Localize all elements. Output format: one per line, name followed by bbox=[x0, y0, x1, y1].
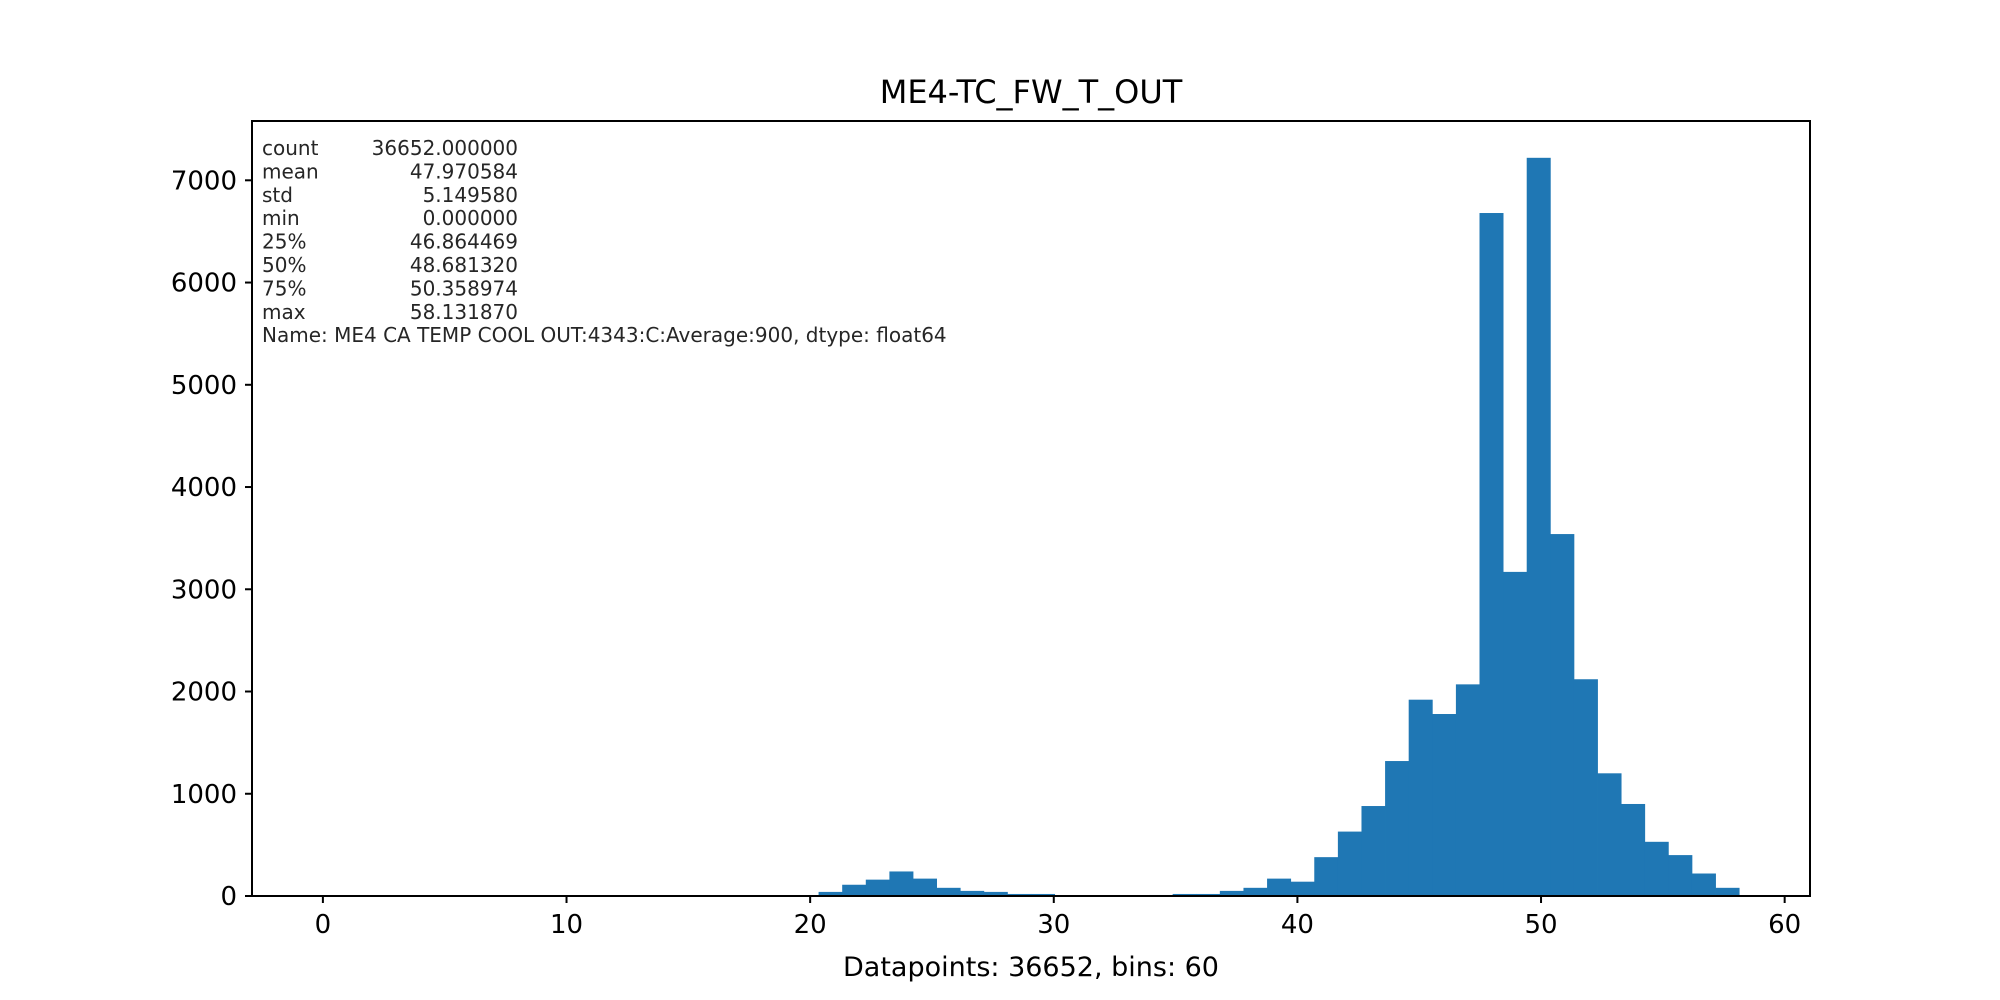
stats-key: max bbox=[262, 300, 306, 324]
histogram-bar bbox=[1219, 890, 1244, 896]
stats-key: mean bbox=[262, 159, 319, 183]
histogram-bar bbox=[1455, 684, 1480, 896]
histogram-bar bbox=[1621, 803, 1646, 896]
histogram-bar bbox=[1172, 893, 1197, 896]
stats-key: 25% bbox=[262, 230, 306, 254]
stats-value: 58.131870 bbox=[410, 300, 518, 324]
histogram-bar bbox=[1385, 761, 1410, 896]
histogram-bar bbox=[1007, 893, 1032, 896]
histogram-bar bbox=[1031, 893, 1056, 896]
stats-value: 5.149580 bbox=[423, 183, 518, 207]
histogram-bar bbox=[1526, 157, 1551, 896]
y-tick-label: 3000 bbox=[171, 575, 237, 605]
histogram-bar bbox=[889, 871, 914, 896]
histogram-bar bbox=[1479, 213, 1504, 896]
histogram-bars bbox=[818, 157, 1740, 896]
histogram-bar bbox=[1503, 571, 1528, 896]
stats-key: 75% bbox=[262, 276, 306, 300]
stats-key: count bbox=[262, 136, 319, 160]
x-tick-label: 0 bbox=[315, 910, 332, 940]
histogram-bar bbox=[1290, 881, 1315, 896]
histogram-bar bbox=[1573, 679, 1598, 896]
x-tick-label: 30 bbox=[1037, 910, 1070, 940]
stats-summary: count 36652.000000 mean 47.970584 std 5.14958… bbox=[262, 136, 947, 347]
histogram-bar bbox=[1550, 534, 1575, 896]
chart-title: ME4-TC_FW_T_OUT bbox=[880, 73, 1183, 111]
y-tick-label: 4000 bbox=[171, 473, 237, 503]
stats-value: 48.681320 bbox=[410, 253, 518, 277]
histogram-bar bbox=[960, 890, 985, 896]
histogram-bar bbox=[1314, 857, 1339, 896]
histogram-bar bbox=[1196, 893, 1221, 896]
stats-value: 46.864469 bbox=[410, 230, 518, 254]
histogram-bar bbox=[1337, 831, 1362, 896]
y-tick-label: 5000 bbox=[171, 371, 237, 401]
x-tick-label: 40 bbox=[1281, 910, 1314, 940]
histogram-bar bbox=[983, 891, 1008, 896]
y-tick-label: 1000 bbox=[171, 780, 237, 810]
y-tick-label: 7000 bbox=[171, 166, 237, 196]
stats-key: min bbox=[262, 206, 300, 230]
histogram-bar bbox=[1267, 878, 1292, 896]
stats-value: 50.358974 bbox=[410, 276, 518, 300]
histogram-bar bbox=[1243, 887, 1268, 896]
histogram-bar bbox=[1715, 887, 1740, 896]
plot-frame bbox=[251, 120, 1811, 897]
histogram-bar bbox=[936, 887, 961, 896]
x-axis-label: Datapoints: 36652, bins: 60 bbox=[843, 952, 1219, 983]
histogram-bar bbox=[1668, 855, 1693, 896]
stats-footer: Name: ME4 CA TEMP COOL OUT:4343:C:Averag… bbox=[262, 323, 947, 347]
x-tick-label: 20 bbox=[794, 910, 827, 940]
histogram-bar bbox=[1644, 841, 1669, 896]
histogram-bar bbox=[1361, 806, 1386, 896]
y-tick-label: 0 bbox=[220, 882, 237, 912]
histogram-bar bbox=[1432, 714, 1457, 896]
x-tick-label: 10 bbox=[550, 910, 583, 940]
y-axis-ticks: 0 1000 2000 3000 4000 5000 6000 7000 bbox=[171, 166, 252, 912]
x-tick-label: 60 bbox=[1768, 910, 1801, 940]
stats-key: 50% bbox=[262, 253, 306, 277]
stats-key: std bbox=[262, 183, 293, 207]
histogram-bar bbox=[1408, 699, 1433, 896]
y-tick-label: 2000 bbox=[171, 678, 237, 708]
x-axis-ticks: 0 10 20 30 40 50 60 bbox=[315, 896, 1801, 940]
stats-value: 36652.000000 bbox=[372, 136, 518, 160]
histogram-bar bbox=[865, 879, 890, 896]
stats-value: 47.970584 bbox=[410, 159, 518, 183]
histogram-bar bbox=[1597, 773, 1622, 896]
y-tick-label: 6000 bbox=[171, 269, 237, 299]
histogram-bar bbox=[818, 891, 843, 896]
histogram-bar bbox=[1691, 873, 1716, 896]
histogram-bar bbox=[842, 884, 867, 896]
histogram-bar bbox=[913, 878, 937, 896]
stats-value: 0.000000 bbox=[423, 206, 518, 230]
x-tick-label: 50 bbox=[1524, 910, 1557, 940]
